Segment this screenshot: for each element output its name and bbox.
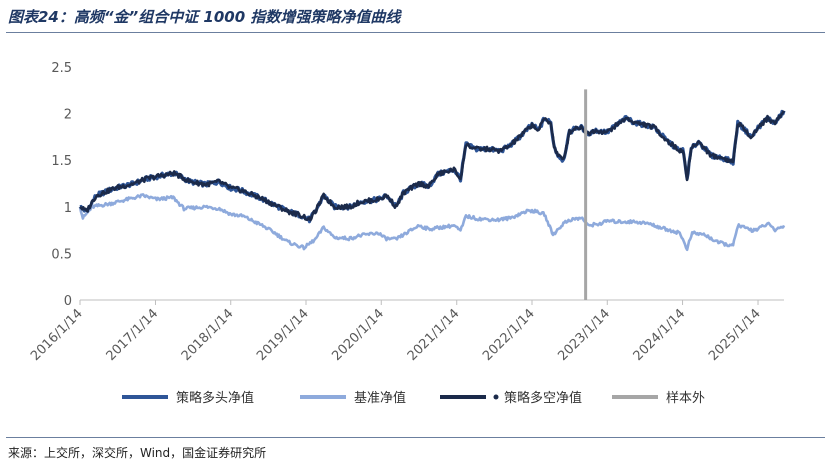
y-tick-label: 1.5 — [51, 154, 72, 169]
title-divider — [6, 32, 825, 33]
series-long-only — [79, 109, 786, 224]
y-tick-label: 0 — [64, 294, 72, 309]
x-tick-label: 2025/1/14 — [706, 306, 764, 364]
x-tick-label: 2016/1/14 — [28, 306, 86, 364]
x-tick-label: 2019/1/14 — [254, 306, 312, 364]
legend-long-short-label: 策略多空净值 — [504, 390, 582, 406]
x-tick-label: 2018/1/14 — [179, 306, 237, 364]
chart-title: 图表24：高频“金”组合中证 1000 指数增强策略净值曲线 — [8, 8, 401, 26]
y-tick-label: 1 — [64, 201, 72, 216]
x-tick-label: 2020/1/14 — [329, 306, 387, 364]
source-divider — [6, 437, 825, 438]
chart-series — [78, 89, 786, 300]
y-tick-label: 2 — [64, 108, 72, 123]
x-tick-label: 2024/1/14 — [631, 306, 689, 364]
x-tick-label: 2022/1/14 — [480, 306, 538, 364]
source-note: 来源：上交所，深交所，Wind，国金证券研究所 — [8, 446, 267, 460]
x-tick-label: 2023/1/14 — [555, 306, 613, 364]
chart-legend: 策略多头净值 基准净值 策略多空净值 样本外 — [122, 390, 705, 406]
legend-long-short-dot — [493, 394, 499, 400]
x-tick-label: 2017/1/14 — [104, 306, 162, 364]
legend-long-only-label: 策略多头净值 — [176, 390, 254, 406]
series-benchmark — [78, 193, 786, 252]
legend-out-of-sample-label: 样本外 — [666, 391, 705, 406]
series-long-short — [79, 110, 786, 222]
y-tick-label: 2.5 — [51, 61, 72, 76]
chart-axes: 0 0.5 1 1.5 2 2.5 2016/1/14 2017/1/14 2018/1/14 2… — [28, 61, 784, 364]
legend-benchmark-label: 基准净值 — [354, 390, 406, 406]
y-tick-label: 0.5 — [51, 247, 72, 262]
x-tick-label: 2021/1/14 — [405, 306, 463, 364]
